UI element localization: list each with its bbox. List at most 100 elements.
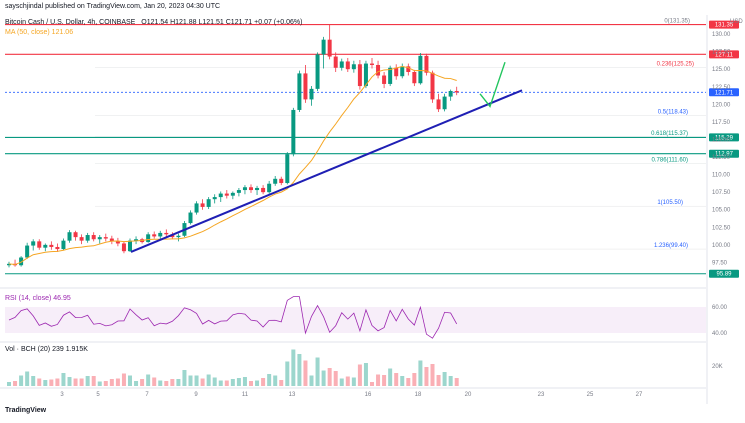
candle-body xyxy=(115,241,120,244)
price-tag-label: 131.35 xyxy=(715,23,734,29)
price-tick-label: 112.50 xyxy=(712,155,731,161)
candle-body xyxy=(7,263,11,266)
volume-bar xyxy=(182,370,187,386)
volume-bar xyxy=(13,381,18,386)
volume-bar xyxy=(188,375,193,386)
candle-body xyxy=(85,235,90,241)
candle-body xyxy=(297,73,302,110)
price-tick-label: 102.50 xyxy=(712,225,731,231)
fib-level-label: 0.786(111.60) xyxy=(652,157,688,163)
candle-body xyxy=(388,67,393,84)
volume-bar xyxy=(297,354,302,386)
volume-bar xyxy=(363,363,368,386)
candle-body xyxy=(49,244,54,247)
candle-body xyxy=(351,64,356,70)
volume-bar xyxy=(115,378,120,386)
candle-body xyxy=(400,66,405,77)
volume-bar xyxy=(176,379,181,386)
trend-line-layer xyxy=(130,61,523,253)
candle-body xyxy=(146,234,151,243)
volume-bar xyxy=(382,375,387,386)
candle-body xyxy=(279,178,284,184)
candle-body xyxy=(230,192,235,196)
candles xyxy=(7,24,459,268)
price-tag-bg xyxy=(709,133,739,142)
volume-bar xyxy=(61,373,66,386)
volume-bar xyxy=(406,378,411,386)
volume-bar xyxy=(376,374,381,386)
volume-bar xyxy=(194,375,199,386)
price-tick-label: 115.00 xyxy=(712,137,731,143)
volume-bar xyxy=(170,379,175,386)
candle-body xyxy=(176,235,181,238)
volume-bar xyxy=(436,375,441,386)
fib-level-label: 0.5(118.43) xyxy=(658,109,688,115)
projection-path xyxy=(479,61,506,108)
volume-bar xyxy=(37,378,42,386)
candle-body xyxy=(31,241,36,246)
volume-bar xyxy=(388,368,393,386)
candle-body xyxy=(315,54,320,89)
volume-bar xyxy=(91,376,96,386)
candle-body xyxy=(255,187,260,191)
candle-body xyxy=(291,109,296,155)
price-tag-bg xyxy=(709,269,739,278)
volume-bar xyxy=(146,374,151,386)
candle-body xyxy=(412,72,417,84)
axes: 130.00 127.50 125.00 122.50 120.00 117.50 115.… xyxy=(0,15,743,404)
volume-tick-label: 20K xyxy=(712,364,723,370)
price-tag-bg xyxy=(709,88,739,97)
volume-bar xyxy=(158,380,163,386)
volume-bar xyxy=(291,349,296,386)
tradingview-logo: TradingView xyxy=(5,407,47,414)
volume-bar xyxy=(152,377,157,386)
candle-body xyxy=(242,187,247,191)
candle-body xyxy=(19,257,24,266)
price-tag-label: 112.97 xyxy=(715,152,734,158)
candle-body xyxy=(430,72,435,100)
fib-level-label: 0(131.35) xyxy=(664,19,690,25)
candle-body xyxy=(376,64,381,76)
volume-bar xyxy=(134,381,139,386)
volume-bar xyxy=(19,375,24,386)
volume-bar xyxy=(49,379,54,386)
volume-bar xyxy=(224,380,229,386)
volume-bar xyxy=(164,381,169,386)
price-tag-label: 121.71 xyxy=(715,90,734,96)
volume-bar xyxy=(442,372,447,386)
volume-bar xyxy=(454,378,459,386)
time-tick-label: 7 xyxy=(145,392,149,398)
price-tick-label: 127.50 xyxy=(712,50,731,56)
candle-body xyxy=(249,187,253,191)
volume-bar xyxy=(218,380,223,386)
candle-body xyxy=(200,203,205,207)
time-tick-label: 9 xyxy=(194,392,198,398)
candle-body xyxy=(370,63,374,65)
symbol-name: Bitcoin Cash / U.S. Dollar, 4h, COINBASE xyxy=(5,19,136,26)
volume-bar xyxy=(85,376,90,386)
volume-bar xyxy=(400,376,405,386)
time-tick-label: 16 xyxy=(365,392,372,398)
volume-bar xyxy=(315,357,320,386)
fib-level-label: 0.236(125.25) xyxy=(657,61,694,67)
volume-bar xyxy=(7,382,11,386)
candle-body xyxy=(454,90,459,93)
candle-body xyxy=(73,232,78,238)
time-tick-label: 20 xyxy=(465,392,472,398)
volume-bar xyxy=(55,378,60,386)
fib-level-label: 0.618(115.37) xyxy=(651,131,688,137)
time-tick-label: 25 xyxy=(587,392,594,398)
candle-body xyxy=(436,99,441,110)
price-tick-label: 120.00 xyxy=(712,102,731,108)
candle-body xyxy=(109,238,114,242)
candle-body xyxy=(345,61,350,70)
volume-bar xyxy=(43,380,48,386)
candle-body xyxy=(61,240,66,250)
candle-body xyxy=(327,39,332,57)
rsi-panel: 60.00 40.00 xyxy=(5,296,728,339)
candle-body xyxy=(121,243,126,252)
candle-body xyxy=(67,232,72,241)
volume-bar xyxy=(206,374,211,386)
candle-body xyxy=(273,178,278,184)
